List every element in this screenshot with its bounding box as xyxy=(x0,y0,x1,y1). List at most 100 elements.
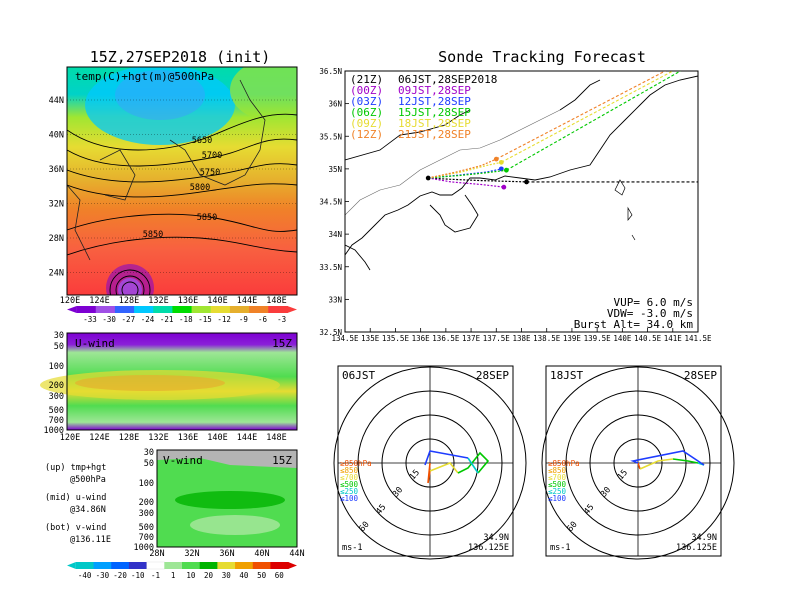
launch-point xyxy=(425,175,431,181)
wind-colorbar-label: 40 xyxy=(239,571,249,580)
u-lon-tick-label: 140E xyxy=(207,433,227,443)
hodo-level-label: ≤850 xyxy=(548,466,567,475)
hodo-level-label: ≤700 xyxy=(340,473,359,482)
track-lon-tick-label: 136E xyxy=(412,334,431,343)
hodo-trace xyxy=(429,462,459,474)
kii-peninsula xyxy=(429,194,479,233)
wind-colorbar-swatch xyxy=(252,562,271,569)
legend-line-b: @34.86N xyxy=(70,505,106,515)
track-line xyxy=(428,169,507,179)
v-lat-ticks: 28N 32N 36N 40N 44N xyxy=(149,549,304,559)
map-lat-tick-label: 40N xyxy=(49,131,64,141)
track-lon-ticks: 134.5E 135E 135.5E 136E 136.5E 137E 137.5E 138E… xyxy=(331,328,712,343)
hodo-trace xyxy=(672,458,699,464)
hodo-level-label: ≤100 xyxy=(340,494,359,503)
temp-colorbar-label: -15 xyxy=(198,315,212,324)
track-legend-time: 21JST,28SEP xyxy=(398,128,471,141)
track-landing-point xyxy=(498,166,504,172)
track-lat-tick-label: 34N xyxy=(328,230,342,239)
track-lon-tick-label: 138E xyxy=(512,334,531,343)
track-lon-tick-label: 136.5E xyxy=(432,334,460,343)
hodo-level-label: ≤700 xyxy=(548,473,567,482)
map-lon-tick-label: 132E xyxy=(148,296,168,306)
track-lon-tick-label: 138.5E xyxy=(533,334,561,343)
china-coast xyxy=(67,184,91,261)
hodo-level-label: ≤250 xyxy=(548,487,567,496)
map-lon-tick-label: 128E xyxy=(119,296,139,306)
v-lat-tick-label: 28N xyxy=(149,549,164,559)
hodo-trace xyxy=(427,462,431,484)
track-lon-tick-label: 141.5E xyxy=(684,334,712,343)
track-landing-point xyxy=(498,159,504,165)
track-landing-point xyxy=(493,156,499,162)
u-wind-label: U-wind xyxy=(75,337,115,350)
temp-colorbar-swatch xyxy=(114,306,135,313)
track-line xyxy=(428,168,502,179)
vdw-info: VDW= -3.0 m/s xyxy=(607,307,693,320)
hodo-level-label: ≥850hPa xyxy=(340,459,372,468)
track-legend-code: (09Z) xyxy=(350,117,383,130)
track-lat-tick-label: 32.5N xyxy=(319,328,342,337)
u-pressure-tick-label: 700 xyxy=(49,416,64,426)
hodo-lon: 136.125E xyxy=(676,543,717,553)
temp-colorbar-swatch xyxy=(153,306,173,313)
track-landing-point xyxy=(524,179,529,185)
map-lon-ticks: 120E 124E 128E 132E 136E 140E 144E 148E xyxy=(60,296,287,306)
japan-coast xyxy=(169,79,266,186)
track-lon-tick-label: 141E xyxy=(664,334,683,343)
wind-colorbar-label: 20 xyxy=(204,571,214,580)
v-pressure-tick-label: 100 xyxy=(139,479,154,489)
legend-line-b: @500hPa xyxy=(70,475,106,485)
track-legend-code: (06Z) xyxy=(350,106,383,119)
temp-colorbar-swatch xyxy=(95,306,116,313)
hodo-level-label: ≤850 xyxy=(340,466,359,475)
track-lat-tick-label: 33N xyxy=(328,295,342,304)
v-pressure-tick-label: 30 xyxy=(144,448,154,458)
track-lon-tick-label: 134.5E xyxy=(331,334,359,343)
contour-labels: 5650 5700 5750 5800 5850 5850 xyxy=(143,136,222,240)
track-lon-tick-label: 137.5E xyxy=(483,334,511,343)
hodo-date: 28SEP xyxy=(684,369,717,382)
track-legend-code: (00Z) xyxy=(350,84,383,97)
u-pressure-tick-label: 30 xyxy=(54,331,64,341)
hodo-trace xyxy=(457,451,490,474)
right-title: Sonde Tracking Forecast xyxy=(438,48,646,66)
temp-colorbar-swatch xyxy=(210,306,231,313)
map-lat-tick-label: 24N xyxy=(49,269,64,279)
track-ascent-line xyxy=(506,71,681,171)
track-map-panel: 36.5N 36N 35.5N 35N 34.5N 34N 33.5N 33N 32.5N 13… xyxy=(319,67,712,343)
v-lat-tick-label: 44N xyxy=(289,549,304,559)
legend-line-a: (up) tmp+hgt xyxy=(45,463,106,473)
wind-colorbar-min-arrow xyxy=(67,562,76,569)
wind-colorbar-swatch xyxy=(182,562,201,569)
track-landing-point xyxy=(501,184,507,190)
track-lat-tick-label: 36N xyxy=(328,100,342,109)
wind-colorbar-swatch xyxy=(75,562,95,569)
panel-legend: (up) tmp+hgt @500hPa (mid) u-wind @34.86N (b… xyxy=(45,463,111,545)
track-lat-tick-label: 34.5N xyxy=(319,198,342,207)
map-lon-tick-label: 148E xyxy=(266,296,286,306)
wind-colorbar-swatch xyxy=(111,562,130,569)
temp-colorbar-label: -6 xyxy=(258,315,268,324)
wind-colorbar-swatch xyxy=(146,561,165,570)
v-lat-tick-label: 36N xyxy=(219,549,234,559)
track-legend-time: 12JST,28SEP xyxy=(398,95,471,108)
track-series xyxy=(425,71,698,190)
temp-colorbar-swatch xyxy=(76,306,97,313)
hodo-trace xyxy=(424,450,469,466)
hodo-date: 28SEP xyxy=(476,369,509,382)
u-pressure-tick-label: 500 xyxy=(49,406,64,416)
u-pressure-tick-label: 300 xyxy=(49,392,64,402)
hodo-trace xyxy=(467,457,479,474)
v-pressure-tick-label: 200 xyxy=(139,498,154,508)
track-line xyxy=(428,177,527,183)
contour-label: 5750 xyxy=(200,168,220,178)
u-lon-tick-label: 128E xyxy=(119,433,139,443)
temp-colorbar-swatch xyxy=(268,306,288,313)
u-lon-tick-label: 136E xyxy=(178,433,198,443)
temp-colorbar-label: -9 xyxy=(239,315,248,324)
